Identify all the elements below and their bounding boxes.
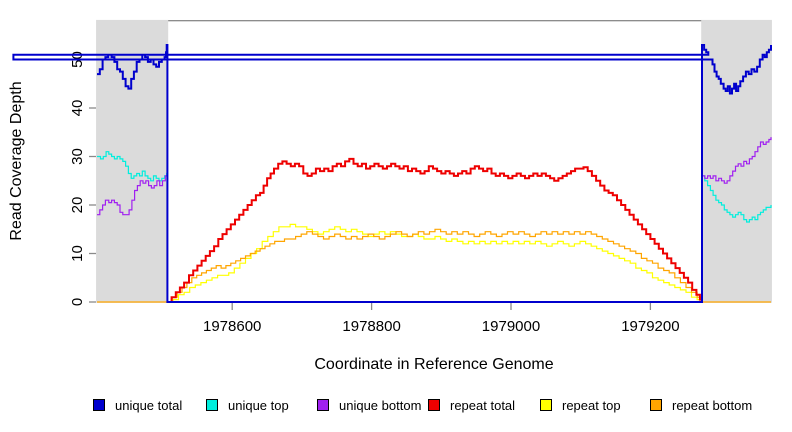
series-repeat-top <box>167 223 703 303</box>
series-unique-bottom <box>97 137 772 303</box>
legend-label: repeat bottom <box>672 397 753 413</box>
x-tick-label: 1978800 <box>342 318 400 335</box>
legend-label: repeat top <box>562 397 621 413</box>
legend: unique total unique top unique bottom repea… <box>0 397 792 417</box>
legend-label: unique top <box>228 397 289 413</box>
legend-item-unique-total: unique total <box>93 397 182 413</box>
legend-swatch <box>93 399 105 411</box>
legend-swatch <box>428 399 440 411</box>
legend-label: unique bottom <box>339 397 422 413</box>
shaded-region-left-flank <box>96 19 169 303</box>
x-axis-title: Coordinate in Reference Genome <box>314 356 554 373</box>
x-tick-label: 1979000 <box>482 318 540 335</box>
legend-item-unique-bottom: unique bottom <box>317 397 421 413</box>
y-axis-title: Read Coverage Depth <box>8 81 25 241</box>
series-unique-total <box>12 44 772 303</box>
y-tick-label: 30 <box>69 148 86 165</box>
legend-item-repeat-top: repeat top <box>540 397 621 413</box>
y-tick-label: 20 <box>69 197 86 214</box>
legend-item-repeat-bottom: repeat bottom <box>650 397 752 413</box>
x-tick-label: 1979200 <box>621 318 679 335</box>
legend-swatch <box>317 399 329 411</box>
series-unique-top <box>97 151 772 303</box>
legend-item-repeat-total: repeat total <box>428 397 515 413</box>
legend-item-unique-top: unique top <box>206 397 289 413</box>
plot-box <box>96 20 772 303</box>
series-repeat-total <box>167 157 703 303</box>
legend-swatch <box>540 399 552 411</box>
x-tick-label: 1978600 <box>203 318 261 335</box>
y-tick-label: 40 <box>69 100 86 117</box>
legend-label: unique total <box>115 397 183 413</box>
legend-swatch <box>206 399 218 411</box>
legend-label: repeat total <box>450 397 516 413</box>
legend-swatch <box>650 399 662 411</box>
y-tick-label: 10 <box>69 245 86 262</box>
series-repeat-bottom <box>97 228 771 303</box>
y-tick-label: 0 <box>69 298 86 306</box>
